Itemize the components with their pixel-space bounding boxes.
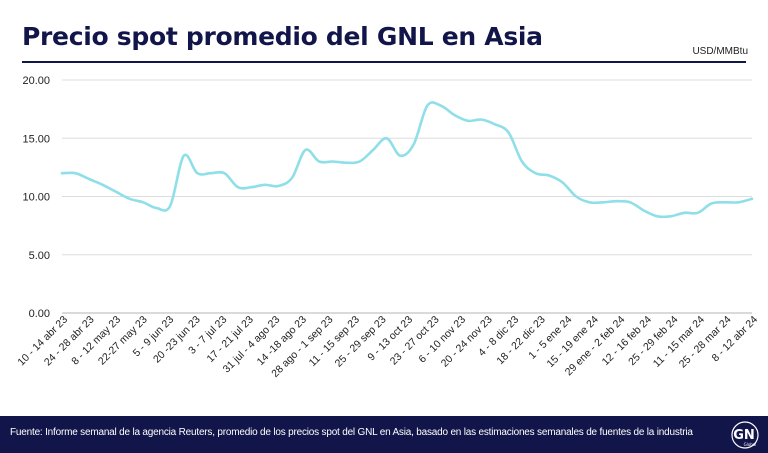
logo-subtext: Global <box>744 442 757 447</box>
title-underline <box>22 61 746 63</box>
logo-ring <box>731 421 759 449</box>
series-layer <box>60 101 754 219</box>
gnl-global-logo: GN Global <box>731 421 759 449</box>
y-tick-label: 0.00 <box>29 308 50 320</box>
y-tick-label: 5.00 <box>29 250 50 262</box>
series-line-0 <box>60 101 754 219</box>
y-axis-ticks: 0.00 5.00 10.00 15.00 20.00 <box>22 75 50 320</box>
source-note: Fuente: Informe semanal de la agencia Re… <box>10 427 693 438</box>
gridlines <box>62 79 752 314</box>
y-tick-label: 15.00 <box>22 133 50 145</box>
y-tick-label: 10.00 <box>22 192 50 204</box>
line-chart: 0.00 5.00 10.00 15.00 20.00 10 - 14 abr 2324… <box>15 75 760 380</box>
unit-label: USD/MMBtu <box>692 46 748 57</box>
footer-bar: Fuente: Informe semanal de la agencia Re… <box>0 416 768 453</box>
chart-title: Precio spot promedio del GNL en Asia <box>22 22 543 51</box>
y-tick-label: 20.00 <box>22 75 50 87</box>
logo-letters: GN <box>733 428 755 443</box>
